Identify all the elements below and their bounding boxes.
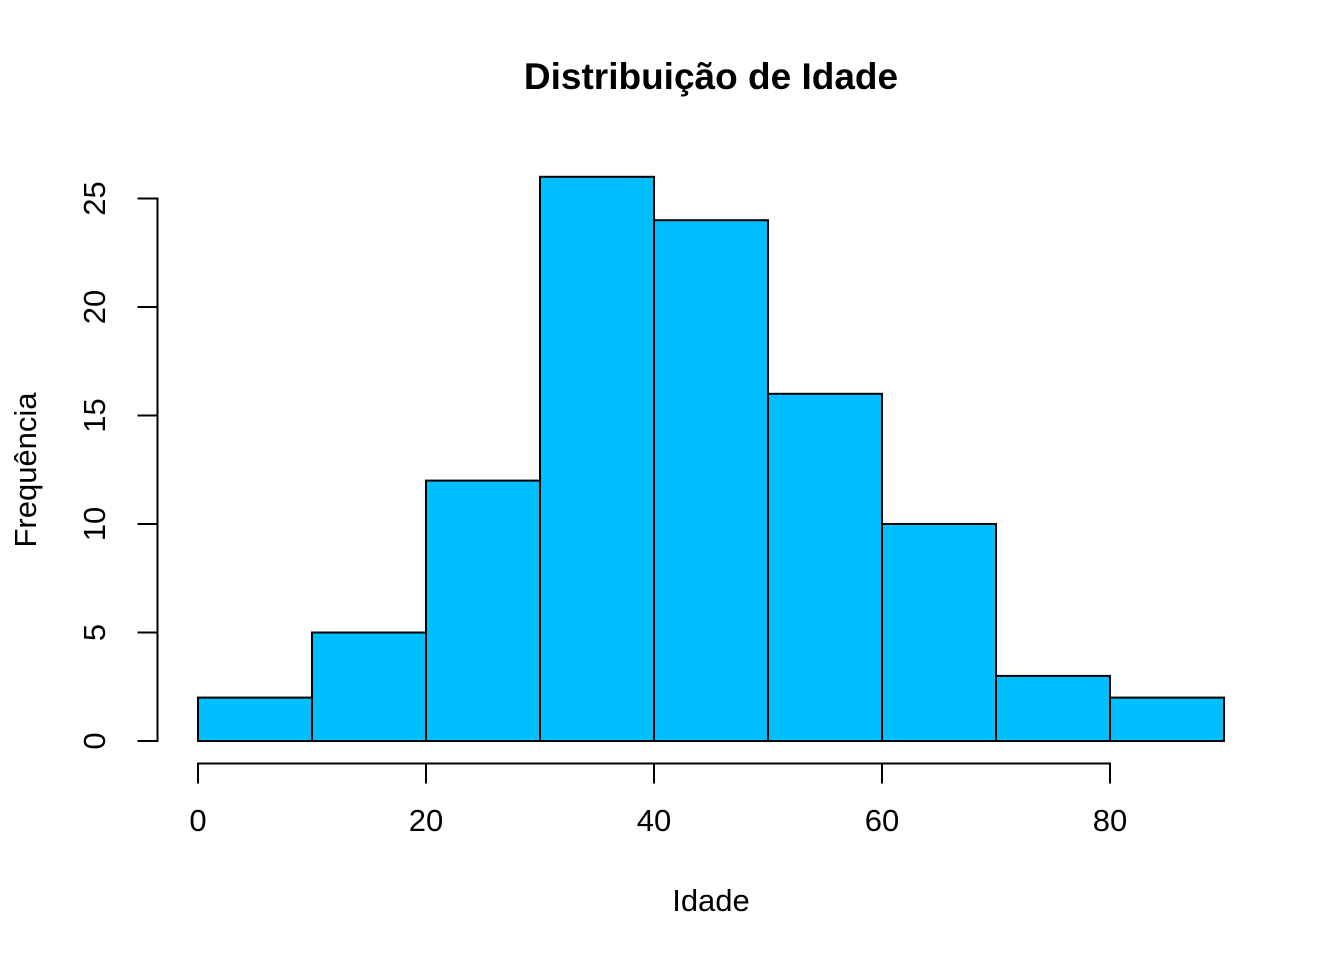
histogram-bar: [881, 523, 997, 742]
histogram-bar: [197, 696, 313, 742]
x-tick-label: 80: [1093, 803, 1127, 838]
x-axis-label: Idade: [672, 883, 750, 918]
histogram-bar: [539, 175, 655, 743]
histogram-bar: [767, 392, 883, 742]
histogram-bar: [311, 631, 427, 742]
y-tick-label: 0: [77, 732, 112, 749]
x-tick-label: 20: [409, 803, 443, 838]
histogram-bar: [1109, 696, 1225, 742]
x-tick-label: 0: [189, 803, 206, 838]
y-tick-label: 15: [77, 398, 112, 432]
histogram-bar: [653, 219, 769, 742]
x-tick-label: 40: [637, 803, 671, 838]
y-tick-label: 25: [77, 181, 112, 215]
histogram-bar: [995, 674, 1111, 743]
histogram-bar: [425, 479, 541, 742]
x-tick-label: 60: [865, 803, 899, 838]
histogram-bars: [197, 175, 1225, 743]
y-axis-label: Frequência: [8, 392, 43, 548]
x-axis: 0 20 40 60 80: [189, 762, 1127, 838]
chart-title: Distribuição de Idade: [524, 56, 898, 97]
y-tick-label: 20: [77, 290, 112, 324]
y-axis: 0 5 10 15 20 25: [77, 181, 159, 750]
y-tick-label: 10: [77, 507, 112, 541]
y-tick-label: 5: [77, 624, 112, 641]
